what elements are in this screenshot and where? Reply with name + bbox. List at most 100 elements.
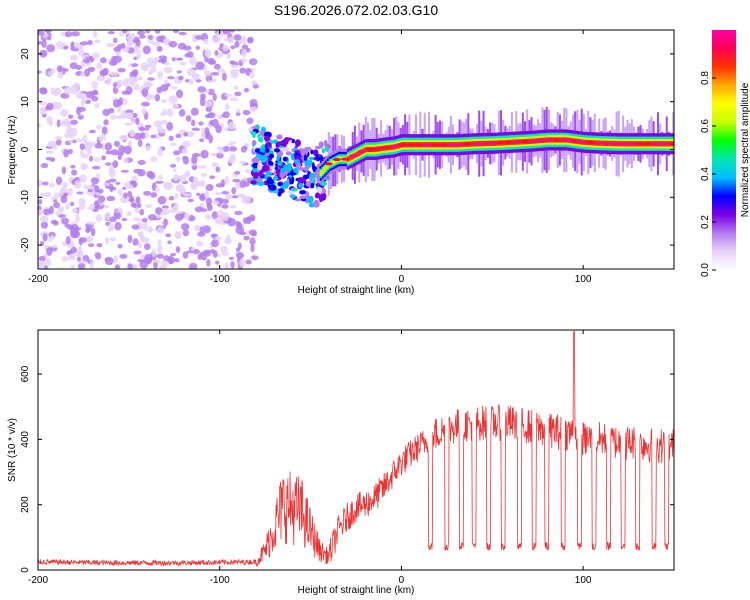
- heatmap-cell: [55, 176, 63, 185]
- heatmap-cell: [77, 263, 86, 269]
- heatmap-cell: [230, 45, 236, 50]
- heatmap-cell: [294, 159, 300, 165]
- heatmap-cell: [212, 249, 218, 258]
- heatmap-cell: [191, 127, 201, 132]
- heatmap-cell: [315, 155, 321, 162]
- heatmap-cell: [224, 103, 230, 111]
- heatmap-cell: [257, 181, 265, 186]
- heatmap-cell: [184, 212, 190, 221]
- heatmap-cell: [179, 174, 187, 183]
- heatmap-cell: [79, 41, 89, 46]
- heatmap-cell: [80, 98, 85, 107]
- heatmap-cell: [257, 162, 263, 171]
- heatmap-cell: [80, 162, 86, 171]
- spectrogram-y-tick-label: 10: [20, 96, 31, 108]
- heatmap-cell: [108, 178, 117, 183]
- heatmap-cell: [275, 142, 280, 148]
- heatmap-cell: [182, 140, 191, 148]
- heatmap-cell: [108, 107, 115, 114]
- heatmap-cell: [211, 162, 219, 168]
- heatmap-cell: [162, 181, 171, 189]
- heatmap-cell: [45, 156, 52, 161]
- heatmap-cell: [179, 61, 187, 66]
- heatmap-cell: [124, 122, 133, 126]
- heatmap-cell: [100, 71, 109, 76]
- heatmap-cell: [96, 74, 105, 82]
- heatmap-cell: [195, 45, 200, 50]
- spectrogram-x-label: Height of straight line (km): [298, 285, 415, 296]
- heatmap-cell: [207, 80, 212, 84]
- heatmap-cell: [214, 216, 223, 225]
- heatmap-cell: [239, 161, 247, 165]
- heatmap-cell: [156, 124, 163, 133]
- heatmap-cell: [56, 139, 62, 146]
- heatmap-cell: [169, 209, 177, 213]
- spectrogram-x-tick-label: 0: [399, 274, 405, 285]
- heatmap-cell: [157, 70, 163, 80]
- heatmap-cell: [38, 122, 41, 128]
- heatmap-cell: [142, 45, 151, 55]
- heatmap-cell: [222, 30, 231, 35]
- heatmap-cell: [89, 260, 94, 269]
- heatmap-cell: [202, 251, 211, 257]
- heatmap-cell: [112, 160, 119, 168]
- heatmap-cell: [141, 88, 149, 98]
- heatmap-cell: [68, 139, 74, 144]
- heatmap-cell: [322, 193, 327, 200]
- heatmap-cell: [251, 80, 258, 85]
- heatmap-cell: [246, 117, 254, 125]
- heatmap-cell: [660, 142, 669, 146]
- heatmap-cell: [229, 146, 238, 152]
- heatmap-cell: [136, 53, 142, 60]
- heatmap-cell: [106, 195, 116, 202]
- heatmap-cell: [221, 204, 229, 209]
- heatmap-cell: [249, 214, 256, 222]
- heatmap-cell: [94, 39, 101, 44]
- heatmap-cell: [78, 237, 83, 246]
- heatmap-cell: [282, 156, 288, 162]
- colorbar-tick-label: 0.6: [700, 119, 711, 133]
- heatmap-cell: [46, 102, 54, 111]
- heatmap-cell: [203, 38, 209, 45]
- heatmap-cell: [373, 147, 382, 151]
- heatmap-cell: [224, 93, 232, 97]
- heatmap-cell: [193, 249, 200, 255]
- heatmap-cell: [204, 190, 209, 199]
- heatmap-cell: [139, 34, 146, 39]
- heatmap-cell: [214, 50, 219, 56]
- heatmap-cell: [57, 214, 67, 218]
- heatmap-cell: [123, 157, 129, 164]
- heatmap-cell: [154, 133, 161, 140]
- heatmap-cell: [109, 237, 117, 242]
- heatmap-cell: [220, 245, 228, 253]
- heatmap-cell: [104, 256, 114, 266]
- heatmap-cell: [79, 143, 85, 151]
- heatmap-cell: [504, 140, 513, 145]
- heatmap-cell: [214, 63, 221, 70]
- heatmap-cell: [174, 193, 179, 199]
- heatmap-cell: [188, 78, 194, 85]
- heatmap-cell: [250, 243, 255, 253]
- heatmap-cell: [215, 166, 220, 172]
- heatmap-cell: [163, 62, 171, 66]
- heatmap-cell: [43, 208, 51, 216]
- heatmap-cell: [44, 191, 52, 198]
- heatmap-cell: [332, 157, 341, 162]
- heatmap-cell: [70, 164, 76, 169]
- heatmap-cell: [251, 255, 259, 261]
- heatmap-cell: [146, 170, 154, 178]
- heatmap-cell: [107, 223, 115, 232]
- heatmap-cell: [194, 73, 200, 80]
- heatmap-cell: [198, 121, 204, 126]
- heatmap-cell: [157, 59, 167, 63]
- heatmap-cell: [286, 162, 292, 168]
- heatmap-cell: [231, 195, 239, 199]
- heatmap-cell: [651, 142, 660, 146]
- heatmap-cell: [276, 134, 283, 140]
- heatmap-cell: [199, 97, 206, 107]
- heatmap-cell: [130, 78, 138, 84]
- heatmap-cell: [138, 76, 143, 81]
- heatmap-cell: [321, 148, 326, 154]
- heatmap-cell: [69, 62, 78, 70]
